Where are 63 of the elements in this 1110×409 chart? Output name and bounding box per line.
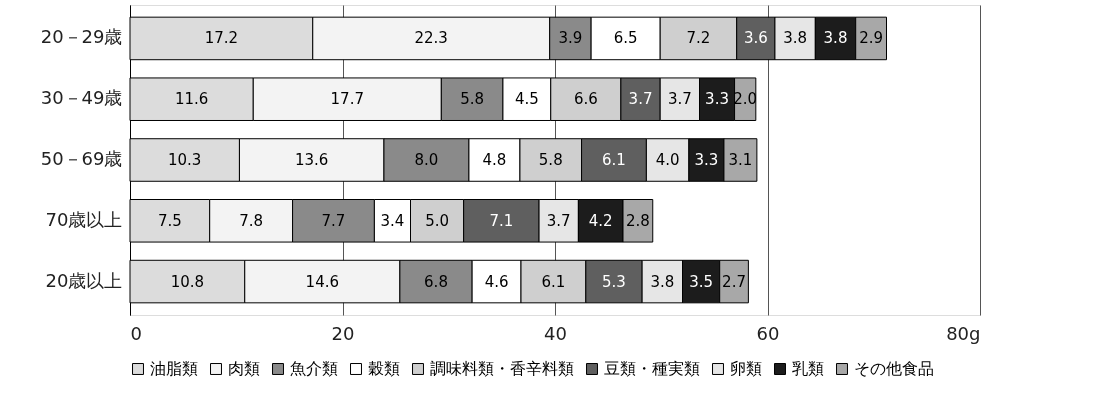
data-label: 5.8 <box>538 151 563 169</box>
data-label: 3.8 <box>823 29 848 48</box>
data-label: 7.8 <box>239 211 264 230</box>
data-label: 17.7 <box>330 90 364 109</box>
y-tick-label: 70歳以上 <box>45 208 123 230</box>
data-label: 4.5 <box>514 90 539 109</box>
data-label: 5.0 <box>425 211 449 230</box>
y-tick-label: 20歳以上 <box>45 269 123 291</box>
legend-label: その他食品 <box>854 359 934 378</box>
data-label: 10.8 <box>170 272 205 291</box>
y-tick-label: 20－29歳 <box>40 26 123 48</box>
data-label: 7.2 <box>686 29 711 48</box>
data-label: 3.3 <box>705 90 729 109</box>
data-label: 4.6 <box>484 272 509 291</box>
legend-label: 肉類 <box>228 359 260 378</box>
legend-label: 乳類 <box>792 359 824 378</box>
x-tick-label: 20 <box>331 322 355 344</box>
data-label: 3.6 <box>743 29 768 48</box>
data-label: 4.2 <box>588 211 613 230</box>
legend-label: 豆類・種実類 <box>604 359 700 378</box>
data-label: 22.3 <box>414 29 448 48</box>
data-label: 3.1 <box>728 151 753 169</box>
data-label: 6.8 <box>424 272 448 291</box>
data-label: 8.0 <box>414 151 439 169</box>
x-tick-label: 0 <box>130 322 142 344</box>
data-label: 3.7 <box>667 90 692 109</box>
x-tick-label: 40 <box>544 322 567 344</box>
data-label: 7.1 <box>489 211 514 230</box>
x-tick-label: 60 <box>756 322 780 344</box>
data-label: 2.9 <box>859 29 884 48</box>
data-label: 5.8 <box>460 90 485 109</box>
data-label: 3.8 <box>650 272 675 291</box>
legend-label: 調味料類・香辛料類 <box>430 359 574 378</box>
data-label: 3.4 <box>380 211 405 230</box>
data-label: 2.8 <box>625 211 650 230</box>
data-label: 13.6 <box>294 151 329 169</box>
data-label: 10.3 <box>168 151 202 169</box>
data-label: 6.1 <box>541 272 566 291</box>
data-label: 3.8 <box>783 29 808 48</box>
data-label: 6.6 <box>573 90 598 109</box>
data-label: 2.7 <box>722 272 746 291</box>
data-label: 7.5 <box>157 211 182 230</box>
data-label: 3.7 <box>628 90 653 109</box>
data-label: 17.2 <box>204 29 239 48</box>
data-label: 4.8 <box>482 151 507 169</box>
data-label: 5.3 <box>602 272 626 291</box>
data-label: 6.1 <box>602 151 626 169</box>
y-tick-label: 50－69歳 <box>40 148 123 169</box>
y-tick-label: 30－49歳 <box>40 87 123 109</box>
data-label: 3.9 <box>558 29 583 48</box>
legend-label: 卵類 <box>730 359 762 378</box>
data-label: 11.6 <box>174 90 209 109</box>
data-label: 6.5 <box>613 29 638 48</box>
legend-label: 魚介類 <box>290 359 338 378</box>
legend-label: 油脂類 <box>150 359 198 378</box>
data-label: 3.3 <box>694 151 719 169</box>
data-label: 3.5 <box>689 272 714 291</box>
data-label: 3.7 <box>546 211 571 230</box>
legend-label: 穀類 <box>368 359 400 378</box>
data-label: 14.6 <box>305 272 340 291</box>
data-label: 7.7 <box>321 211 346 230</box>
x-tick-label: 80g <box>946 322 981 344</box>
data-label: 4.0 <box>655 151 680 169</box>
